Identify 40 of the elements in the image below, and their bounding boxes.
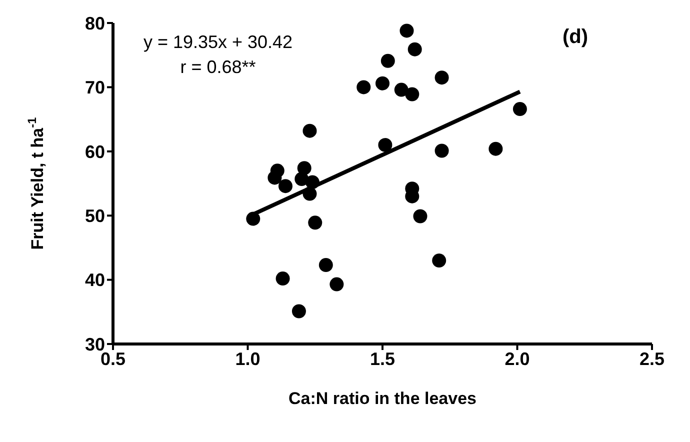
point (302, 124, 317, 138)
point (276, 272, 290, 286)
point (330, 277, 344, 292)
x-axis-title: Ca:N ratio in the leaves (288, 389, 477, 408)
point (246, 212, 260, 226)
y-tick-label: 50 (84, 206, 105, 226)
point (400, 24, 414, 38)
point (432, 254, 446, 268)
point (278, 179, 292, 194)
x-tick-label: 1.0 (235, 348, 260, 369)
annotation: r = 0.68** (180, 57, 256, 77)
y-tick-label: 40 (84, 270, 105, 290)
point (434, 144, 449, 158)
point (302, 186, 317, 201)
y-tick-label: 70 (84, 78, 105, 98)
point (268, 170, 282, 185)
point (512, 102, 527, 116)
y-tick-label: 80 (84, 13, 105, 34)
point (294, 172, 309, 186)
point (378, 138, 392, 152)
x-tick-label: 2.0 (504, 348, 530, 369)
point (318, 258, 333, 272)
point (413, 209, 428, 224)
point (488, 142, 503, 156)
point (434, 70, 449, 85)
point (297, 161, 312, 176)
annotation: (d) (562, 26, 588, 48)
point (305, 175, 320, 190)
annotation: y = 19.35x + 30.42 (143, 32, 293, 52)
point (405, 87, 420, 102)
y-tick-label: 60 (84, 142, 105, 162)
point (356, 80, 371, 94)
point (408, 42, 422, 56)
point (380, 54, 395, 68)
point (308, 216, 322, 230)
x-tick-label: 2.5 (639, 348, 665, 369)
point (394, 82, 408, 97)
x-tick-label: 1.5 (370, 348, 396, 369)
point (292, 304, 306, 318)
point (376, 76, 390, 90)
